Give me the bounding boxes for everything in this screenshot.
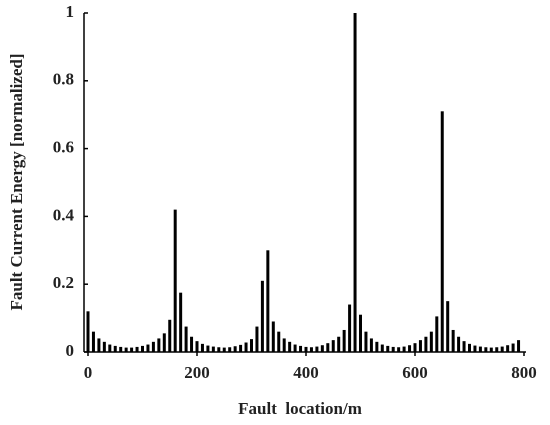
y-tick-label: 0 <box>66 341 75 360</box>
bar <box>266 250 270 352</box>
bar <box>380 344 384 352</box>
bar <box>320 345 324 352</box>
bar <box>113 345 117 352</box>
bar <box>151 341 155 352</box>
bar <box>299 345 303 352</box>
bar <box>386 345 390 352</box>
bar <box>326 343 330 352</box>
bar <box>271 321 275 352</box>
bar <box>162 333 166 352</box>
bar <box>124 347 128 352</box>
bar <box>500 346 504 352</box>
bar <box>244 342 248 352</box>
y-tick-label: 1 <box>66 2 75 21</box>
bar <box>446 301 450 352</box>
bar <box>402 346 406 352</box>
bar <box>195 341 199 352</box>
x-tick-label: 400 <box>293 363 319 382</box>
bar <box>418 340 422 352</box>
bar <box>86 311 90 352</box>
bar <box>331 340 335 352</box>
bar <box>222 347 226 352</box>
bar <box>141 345 144 352</box>
bar <box>304 346 308 352</box>
bar <box>359 314 362 352</box>
bar <box>184 326 188 352</box>
bar <box>200 343 204 352</box>
x-tick-label: 200 <box>184 363 210 382</box>
bar <box>348 304 352 352</box>
bar <box>173 209 177 352</box>
bar <box>517 340 521 352</box>
bar <box>102 341 106 352</box>
bar <box>397 347 401 352</box>
bar <box>108 344 112 352</box>
bar <box>255 326 259 352</box>
bar <box>288 341 292 352</box>
bar <box>462 341 466 352</box>
bar <box>451 329 455 352</box>
bar <box>353 13 357 352</box>
bar <box>239 344 243 352</box>
bar <box>424 336 428 352</box>
bar <box>146 344 150 352</box>
bar <box>250 339 253 352</box>
bar <box>91 331 95 352</box>
bar <box>375 341 379 352</box>
x-tick-label: 0 <box>84 363 93 382</box>
bar <box>342 329 346 352</box>
bar <box>309 347 313 352</box>
bar <box>97 338 101 352</box>
bar <box>217 347 221 352</box>
bar <box>211 346 215 352</box>
bar <box>233 346 237 352</box>
bar <box>506 345 510 352</box>
bar <box>435 316 439 352</box>
bar <box>457 336 461 352</box>
bar <box>228 347 232 352</box>
bar <box>391 346 395 352</box>
bar <box>468 343 471 352</box>
bar <box>293 344 297 352</box>
x-axis-label: Fault location/m <box>238 399 362 418</box>
bar <box>206 345 210 352</box>
bar <box>135 346 139 352</box>
bar <box>369 338 373 352</box>
bar <box>429 331 433 352</box>
x-tick-label: 800 <box>511 363 537 382</box>
x-tick-label: 600 <box>402 363 428 382</box>
y-tick-label: 0.4 <box>53 205 75 224</box>
bar <box>473 345 477 352</box>
y-tick-label: 0.2 <box>53 273 74 292</box>
bar <box>277 331 281 352</box>
bar <box>489 347 493 352</box>
bar <box>440 111 444 352</box>
bar <box>511 343 515 352</box>
y-tick-label: 0.8 <box>53 70 74 89</box>
y-tick-label: 0.6 <box>53 138 74 157</box>
bar <box>260 280 264 352</box>
bar <box>315 346 319 352</box>
bar <box>484 347 488 352</box>
bar <box>413 343 417 352</box>
y-axis-label: Fault Current Energy [normalized] <box>7 53 26 310</box>
bar <box>157 338 161 352</box>
bar <box>119 346 123 352</box>
bar <box>282 338 286 352</box>
bar <box>408 345 412 352</box>
bar <box>495 347 499 352</box>
bar <box>364 331 368 352</box>
bar <box>179 292 183 352</box>
bar <box>190 336 194 352</box>
bar <box>168 319 172 352</box>
bar <box>337 336 341 352</box>
bar <box>130 347 134 352</box>
bar <box>478 346 482 352</box>
